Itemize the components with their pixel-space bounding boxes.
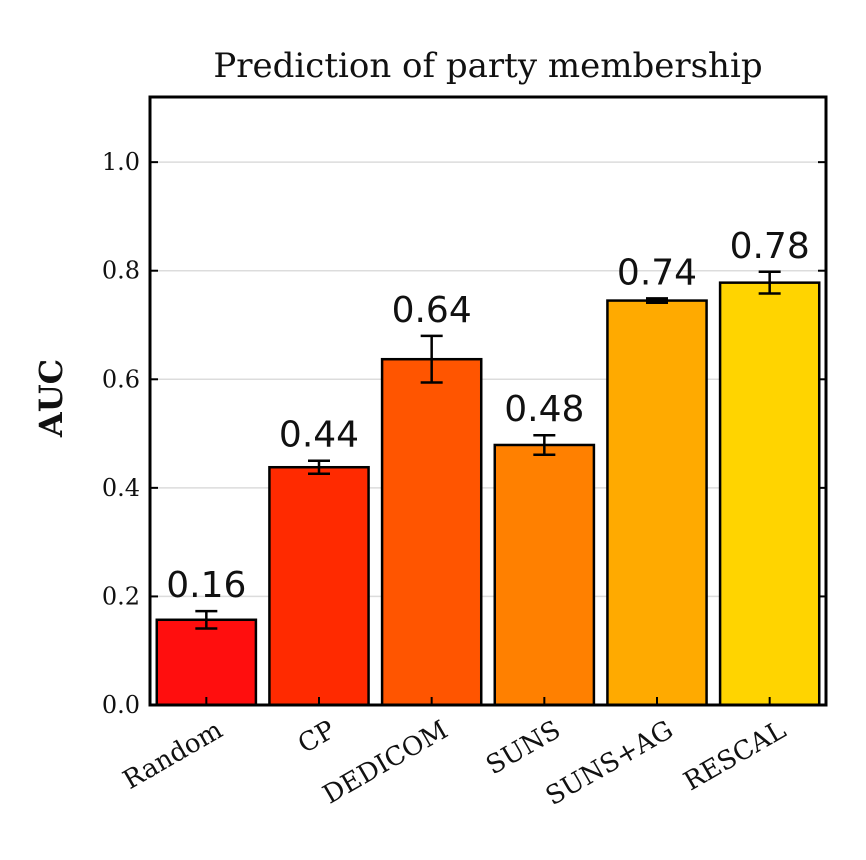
y-tick-label: 0.6 xyxy=(102,365,140,393)
data-label: 0.78 xyxy=(730,226,810,267)
bar-rescal xyxy=(718,281,821,707)
plot-frame xyxy=(148,95,828,707)
error-bar xyxy=(420,334,443,384)
x-tick-label: CP xyxy=(293,715,340,760)
x-tick-label: SUNS xyxy=(481,715,566,781)
error-bars xyxy=(195,270,781,630)
bar-suns-ag xyxy=(606,299,708,707)
x-tick-label: RESCAL xyxy=(679,715,791,797)
data-label: 0.48 xyxy=(504,389,584,430)
y-tick-label: 0.4 xyxy=(102,474,140,502)
error-bar xyxy=(533,433,556,456)
bar-dedicom xyxy=(380,357,483,707)
y-ticks: 0.0 0.2 0.4 0.6 0.8 1.0 xyxy=(102,148,826,719)
data-label: 0.16 xyxy=(166,565,246,606)
y-tick-label: 0.8 xyxy=(102,257,140,285)
gridlines xyxy=(150,161,826,598)
bar-suns xyxy=(493,443,596,707)
y-axis-label: AUC xyxy=(32,359,70,438)
data-label: 0.64 xyxy=(392,290,472,331)
chart-title: Prediction of party membership xyxy=(213,46,762,86)
error-bar xyxy=(758,270,781,295)
data-label: 0.44 xyxy=(279,415,359,456)
y-tick-label: 1.0 xyxy=(102,148,140,176)
bar-random xyxy=(155,618,258,707)
x-tick-label: DEDICOM xyxy=(318,715,453,810)
x-tick-label: Random xyxy=(118,715,228,796)
y-tick-label: 0.2 xyxy=(102,582,140,610)
error-bar xyxy=(646,297,668,304)
y-tick-label: 0.0 xyxy=(102,691,140,719)
data-label: 0.74 xyxy=(617,252,697,293)
bars xyxy=(155,281,821,707)
bar-cp xyxy=(268,465,370,707)
error-bar xyxy=(195,609,218,630)
error-bar xyxy=(308,459,330,475)
x-tick-label: SUNS+AG xyxy=(541,715,679,812)
data-labels: 0.16 0.44 0.64 0.48 0.74 0.78 xyxy=(166,226,809,606)
